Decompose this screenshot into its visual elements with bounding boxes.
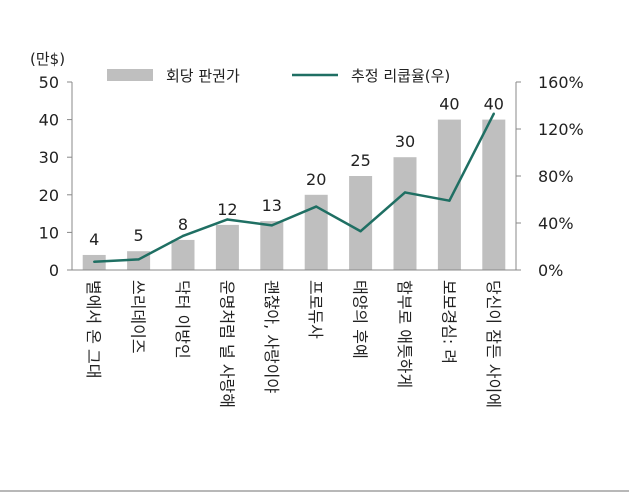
bar [437,119,461,270]
left-axis-unit: (만$) [30,50,65,68]
left-tick-label: 40 [39,111,59,130]
category-label: 운명처럼 널 사랑해 [217,280,236,408]
category-label: 함부로 애틋하게 [395,280,414,388]
line-point [403,191,407,194]
line-point [226,218,229,221]
bar-data-label: 20 [306,170,326,189]
line-point [93,260,96,263]
bar-data-label: 4 [89,230,99,249]
category-label: 괜찮아, 사랑이야 [262,280,281,393]
line-point [492,112,495,115]
line-point [181,234,185,238]
bar [304,194,328,270]
bar [482,119,506,270]
line-point [359,230,362,233]
right-tick-label: 40% [538,214,574,233]
bar-data-label: 25 [350,151,370,170]
left-tick-label: 10 [39,223,59,242]
bar-series [72,119,516,271]
legend-line-label: 추정 리쿱율(우) [351,67,450,85]
category-label: 별에서 온 그대 [84,280,103,379]
bar-data-labels: 4 5 8 12 13 20 25 30 40 40 [89,95,504,249]
x-axis-labels: 별에서 온 그대 쓰리데이즈 닥터 이방인 운명처럼 널 사랑해 괜찮아, 사랑이야 프로… [84,280,503,408]
category-label: 보보경심: 려 [439,280,458,364]
bar-data-label: 30 [395,132,415,151]
right-tick-label: 160% [538,73,584,92]
category-label: 당신이 잠든 사이에 [484,280,503,408]
legend-bar-label: 회당 판권가 [166,67,240,85]
bar [349,176,373,270]
bar-data-label: 40 [484,95,504,114]
left-axis: 0 10 20 30 40 50 [39,73,73,280]
left-tick-label: 50 [39,73,59,92]
bar-data-label: 40 [439,95,459,114]
line-series [93,112,495,264]
line-point [270,224,273,227]
line-point [315,205,318,208]
line-point [448,199,451,202]
bar-data-label: 5 [134,226,144,245]
bar [393,157,417,270]
bar-data-label: 12 [217,200,237,219]
left-tick-label: 30 [39,148,59,167]
bar [260,221,284,270]
right-tick-label: 0% [538,261,563,280]
bar [215,224,239,270]
legend-bar-swatch [107,69,153,81]
legend: 회당 판권가 추정 리쿱율(우) [107,67,450,85]
bar-data-label: 8 [178,215,188,234]
category-label: 쓰리데이즈 [129,280,148,354]
right-tick-label: 80% [538,167,574,186]
line-point [137,258,140,261]
right-axis: 0% 40% 80% 120% 160% [515,73,584,280]
bottom-rule [0,490,629,492]
bar [171,239,195,270]
category-label: 프로듀사 [306,280,325,339]
line-path [94,113,495,264]
category-label: 닥터 이방인 [173,280,192,359]
left-tick-label: 20 [39,186,59,205]
category-label: 태양의 후예 [351,280,370,359]
left-tick-label: 0 [49,261,59,280]
right-tick-label: 120% [538,120,584,139]
bar-data-label: 13 [262,196,282,215]
